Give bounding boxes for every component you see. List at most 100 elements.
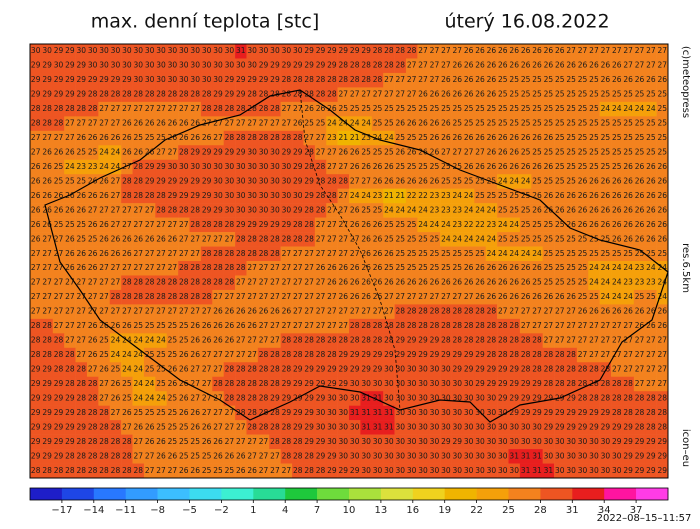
grid-cell xyxy=(576,463,589,479)
grid-value: 28 xyxy=(293,220,303,229)
grid-value: 24 xyxy=(339,119,349,128)
grid-cell xyxy=(314,217,327,233)
grid-cell xyxy=(166,159,179,175)
grid-cell xyxy=(531,159,543,175)
grid-value: 26 xyxy=(532,61,542,70)
grid-value: 25 xyxy=(601,249,611,258)
grid-cell xyxy=(417,145,430,161)
grid-value: 30 xyxy=(430,379,440,388)
grid-value: 27 xyxy=(111,104,121,113)
grid-value: 28 xyxy=(42,350,52,359)
grid-cell xyxy=(64,72,76,88)
colorbar-tick-label: −2 xyxy=(214,505,229,516)
grid-cell xyxy=(405,58,418,74)
grid-value: 30 xyxy=(373,451,383,460)
grid-cell xyxy=(269,44,281,59)
grid-value: 30 xyxy=(133,46,143,55)
grid-cell xyxy=(462,420,475,435)
grid-cell xyxy=(542,289,555,305)
grid-value: 28 xyxy=(259,393,269,402)
grid-value: 23 xyxy=(623,278,633,287)
grid-value: 28 xyxy=(441,307,451,316)
grid-cell xyxy=(588,304,600,320)
grid-value: 30 xyxy=(168,75,178,84)
grid-value: 30 xyxy=(270,191,280,200)
grid-cell xyxy=(576,405,589,421)
grid-value: 28 xyxy=(646,422,656,431)
grid-cell xyxy=(394,333,407,349)
grid-value: 30 xyxy=(361,437,371,446)
grid-cell xyxy=(132,232,145,247)
grid-value: 28 xyxy=(179,263,189,272)
grid-cell xyxy=(599,275,612,291)
grid-value: 26 xyxy=(566,292,576,301)
grid-cell xyxy=(143,261,156,276)
grid-cell xyxy=(497,116,509,132)
grid-value: 29 xyxy=(327,46,337,55)
colorbar: −17 −14 −11 −8 −5 −2 1 4 7 10 13 16 19 22 25 28 31 34 37 xyxy=(29,487,669,516)
grid-value: 26 xyxy=(612,220,622,229)
grid-cell xyxy=(633,449,646,464)
grid-cell xyxy=(417,58,430,74)
grid-value: 26 xyxy=(407,176,417,185)
grid-cell xyxy=(235,347,247,363)
grid-cell xyxy=(531,72,543,88)
grid-value: 29 xyxy=(259,75,269,84)
grid-cell xyxy=(212,261,224,276)
grid-value: 28 xyxy=(282,365,292,374)
grid-value: 27 xyxy=(589,321,599,330)
grid-cell xyxy=(656,58,669,74)
grid-value: 26 xyxy=(99,321,109,330)
grid-value: 25 xyxy=(179,451,189,460)
grid-cell xyxy=(52,159,65,175)
grid-value: 26 xyxy=(658,220,668,229)
grid-cell xyxy=(178,449,190,464)
grid-value: 29 xyxy=(304,61,314,70)
grid-value: 27 xyxy=(88,205,98,214)
grid-cell xyxy=(645,116,657,132)
grid-value: 26 xyxy=(646,307,656,316)
grid-cell xyxy=(565,174,578,189)
grid-value: 30 xyxy=(327,393,337,402)
grid-value: 28 xyxy=(133,278,143,287)
grid-value: 26 xyxy=(190,336,200,345)
grid-value: 26 xyxy=(76,133,86,142)
grid-cell xyxy=(633,405,646,421)
grid-cell xyxy=(337,463,350,479)
grid-cell xyxy=(303,174,316,189)
grid-cell xyxy=(337,333,350,349)
grid-value: 29 xyxy=(202,148,212,157)
colorbar-tick-label: −14 xyxy=(83,505,104,516)
grid-cell xyxy=(417,174,430,189)
grid-cell xyxy=(200,304,213,320)
grid-cell xyxy=(656,318,669,334)
grid-value: 29 xyxy=(464,350,474,359)
grid-cell xyxy=(565,362,578,378)
grid-value: 26 xyxy=(361,292,371,301)
grid-value: 23 xyxy=(430,205,440,214)
grid-cell xyxy=(622,188,635,204)
grid-value: 27 xyxy=(99,119,109,128)
grid-cell xyxy=(212,318,224,334)
grid-value: 29 xyxy=(407,336,417,345)
grid-value: 28 xyxy=(168,292,178,301)
grid-cell xyxy=(303,420,316,435)
grid-cell xyxy=(30,145,42,161)
grid-cell xyxy=(519,362,532,378)
grid-cell xyxy=(337,376,350,392)
grid-value: 28 xyxy=(373,336,383,345)
grid-cell xyxy=(269,333,281,349)
grid-cell xyxy=(189,420,202,435)
grid-cell xyxy=(405,463,418,479)
grid-cell xyxy=(132,101,145,117)
grid-value: 30 xyxy=(213,75,223,84)
grid-value: 30 xyxy=(395,393,405,402)
grid-cell xyxy=(98,246,111,262)
grid-value: 27 xyxy=(42,249,52,258)
grid-cell xyxy=(52,217,65,233)
grid-cell xyxy=(235,391,247,406)
grid-cell xyxy=(633,116,646,132)
grid-cell xyxy=(212,72,224,88)
grid-cell xyxy=(314,318,327,334)
grid-cell xyxy=(257,87,270,103)
